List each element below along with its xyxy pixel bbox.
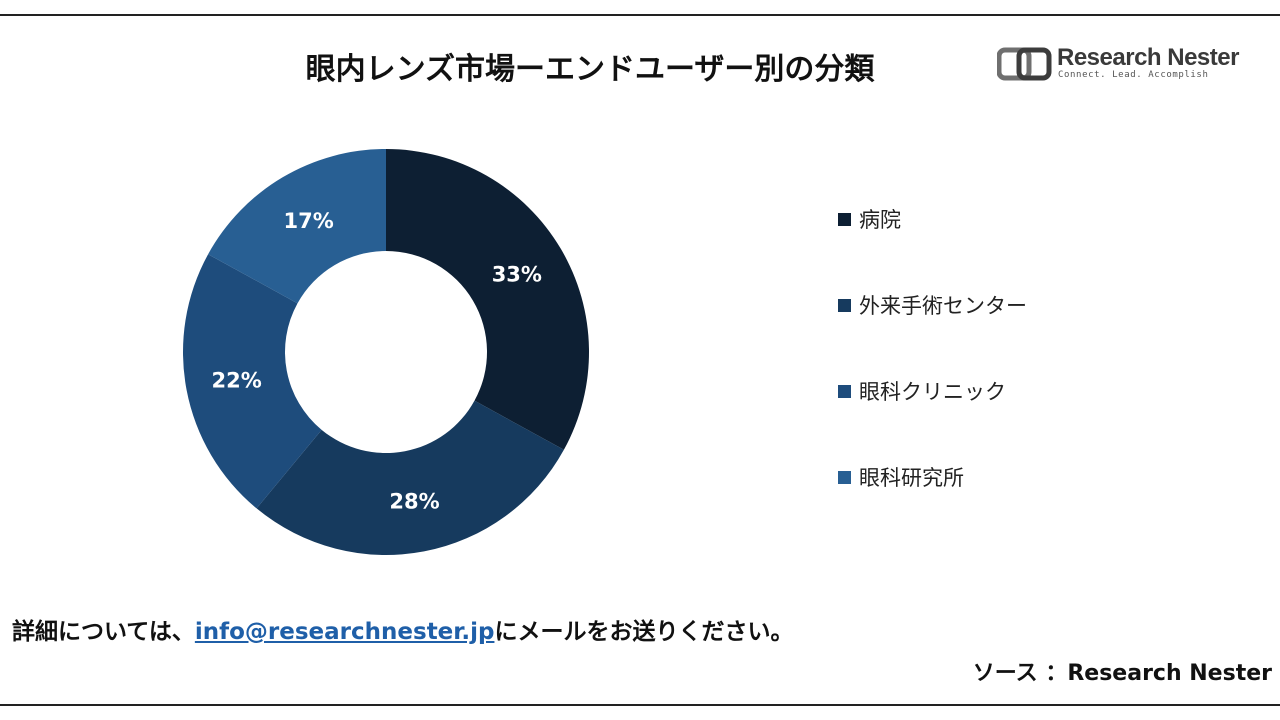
legend-item-ophthalmology-clinic: 眼科クリニック [838,376,1006,406]
legend-item-hospital: 病院 [838,204,901,234]
legend-swatch [838,384,851,398]
donut-slice-3 [208,149,386,304]
donut-slice-1 [256,400,564,556]
legend-swatch [838,298,851,312]
donut-slice-0 [386,149,589,450]
data-label-1: 28% [389,489,439,513]
logo-tagline: Connect. Lead. Accomplish [1058,70,1209,80]
contact-suffix: にメールをお送りください。 [494,619,794,645]
contact-email-link[interactable]: info@researchnester.jp [194,619,495,645]
bottom-rule [0,704,1280,706]
top-rule [0,14,1280,16]
legend-label: 病院 [859,208,901,232]
legend-label: 外来手術センター [859,294,1027,318]
data-label-3: 17% [283,209,333,233]
data-label-0: 33% [492,263,542,287]
legend-label: 眼科クリニック [859,380,1006,404]
source-credit: ソース ：Research Nester [972,661,1272,686]
chart-title: 眼内レンズ市場ーエンドユーザー別の分類 [305,52,875,87]
logo-icon [997,47,1052,81]
legend-label: 眼科研究所 [859,466,964,490]
contact-note: 詳細については、info@researchnester.jpにメールをお送りくだ… [12,612,793,646]
logo-name: Research Nester [1057,44,1239,71]
legend-item-ambulatory-surgery-center: 外来手術センター [838,290,1027,320]
contact-prefix: 詳細については、 [12,619,195,645]
donut-slice-2 [183,254,322,509]
data-label-2: 22% [212,368,262,392]
research-nester-logo: Research Nester Connect. Lead. Accomplis… [997,44,1239,84]
legend-item-ophthalmology-institute: 眼科研究所 [838,462,964,492]
legend-swatch [838,212,851,226]
legend-swatch [838,470,851,484]
